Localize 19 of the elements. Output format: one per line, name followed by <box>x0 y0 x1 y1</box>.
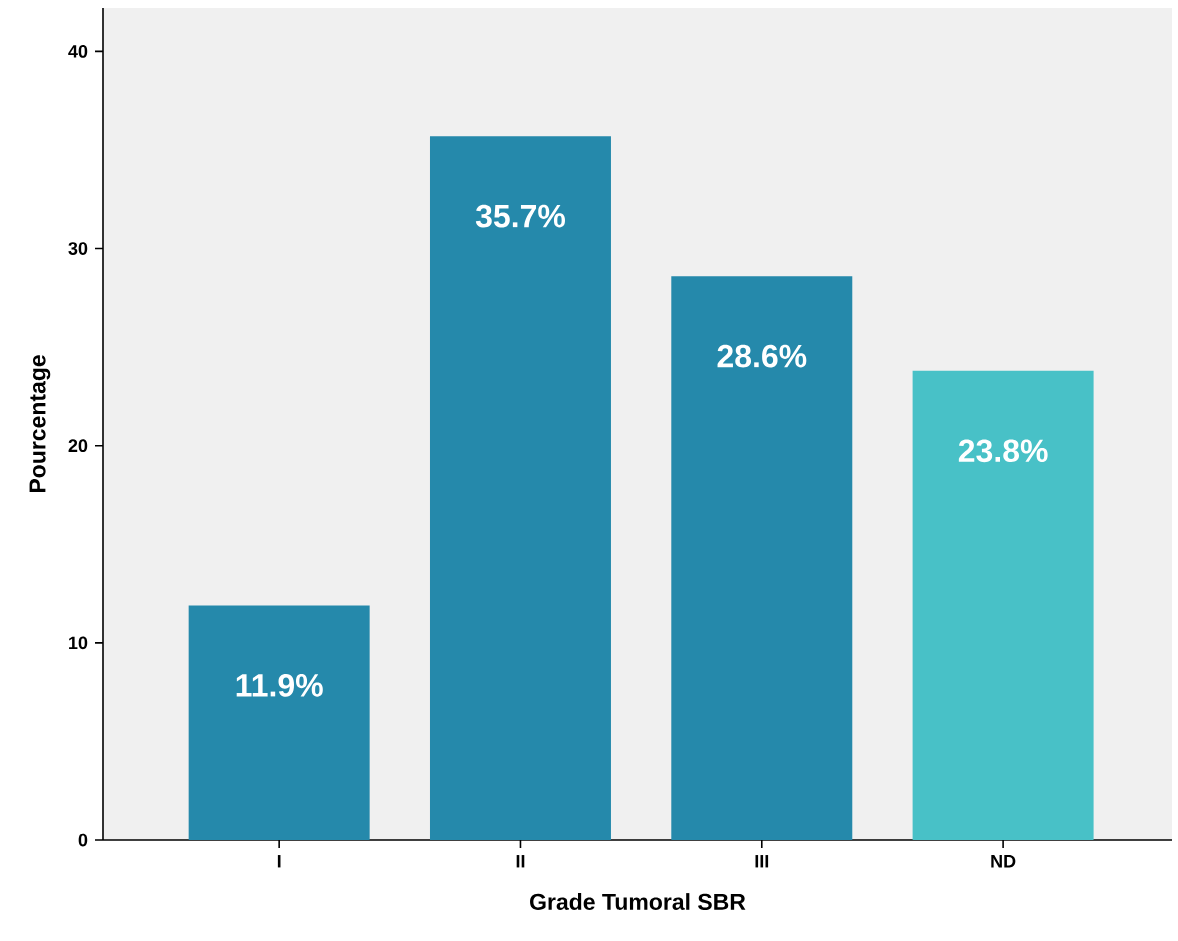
y-tick-label: 0 <box>78 833 88 847</box>
data-label: 28.6% <box>717 344 807 368</box>
y-tick-label: 30 <box>68 242 88 255</box>
x-axis-title: Grade Tumoral SBR <box>530 893 746 910</box>
y-tick-label: 10 <box>69 636 88 650</box>
x-tick-label: II <box>516 855 525 868</box>
bar <box>429 136 611 840</box>
y-tick-label: 20 <box>68 439 88 453</box>
bar <box>912 370 1094 840</box>
x-tick-label: III <box>755 855 769 868</box>
y-tick-label: 40 <box>68 45 88 58</box>
x-tick-label: ND <box>991 855 1016 868</box>
data-label: 11.9% <box>236 674 323 697</box>
data-label: 23.8% <box>958 439 1048 463</box>
x-tick-label: I <box>277 855 281 868</box>
data-label: 35.7% <box>475 204 565 228</box>
y-axis-title: Pourcentage <box>29 355 51 493</box>
bar <box>671 276 853 840</box>
bar <box>188 605 370 840</box>
